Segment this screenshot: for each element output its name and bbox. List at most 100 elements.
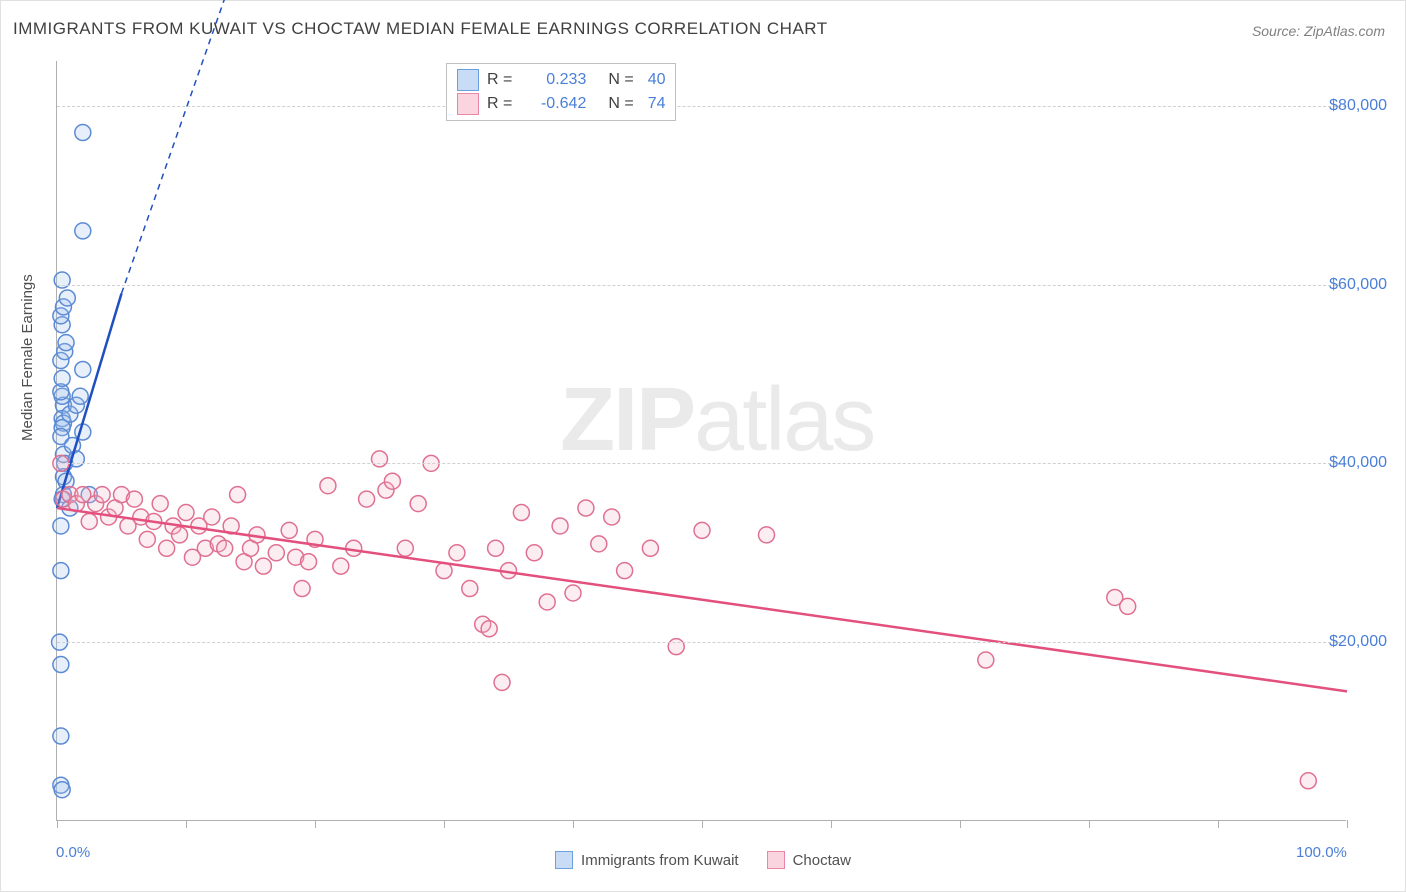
- data-point: [152, 496, 168, 512]
- data-point: [294, 581, 310, 597]
- legend-n-value: 74: [648, 95, 666, 113]
- series-legend-item: Choctaw: [767, 851, 851, 869]
- legend-swatch: [767, 851, 785, 869]
- data-point: [617, 563, 633, 579]
- x-tick: [1089, 820, 1090, 828]
- data-point: [255, 558, 271, 574]
- data-point: [81, 513, 97, 529]
- y-axis-label: Median Female Earnings: [19, 274, 36, 441]
- data-point: [53, 563, 69, 579]
- y-tick-label: $60,000: [1329, 276, 1387, 294]
- data-point: [1300, 773, 1316, 789]
- x-tick: [57, 820, 58, 828]
- series-legend-label: Choctaw: [793, 852, 851, 869]
- data-point: [449, 545, 465, 561]
- x-tick-label: 100.0%: [1296, 844, 1347, 861]
- scatter-svg: [57, 61, 1346, 820]
- data-point: [204, 509, 220, 525]
- data-point: [54, 370, 70, 386]
- data-point: [75, 125, 91, 141]
- x-tick: [444, 820, 445, 828]
- data-point: [759, 527, 775, 543]
- x-tick: [960, 820, 961, 828]
- data-point: [54, 782, 70, 798]
- gridline: [57, 285, 1346, 286]
- data-point: [54, 272, 70, 288]
- data-point: [372, 451, 388, 467]
- data-point: [75, 223, 91, 239]
- x-tick-label: 0.0%: [56, 844, 90, 861]
- x-tick: [1347, 820, 1348, 828]
- data-point: [178, 505, 194, 521]
- data-point: [488, 540, 504, 556]
- data-point: [578, 500, 594, 516]
- data-point: [513, 505, 529, 521]
- chart-container: IMMIGRANTS FROM KUWAIT VS CHOCTAW MEDIAN…: [0, 0, 1406, 892]
- x-tick: [1218, 820, 1219, 828]
- data-point: [604, 509, 620, 525]
- data-point: [526, 545, 542, 561]
- data-point: [53, 518, 69, 534]
- data-point: [333, 558, 349, 574]
- gridline: [57, 642, 1346, 643]
- legend-n-label: N =: [608, 95, 633, 113]
- data-point: [172, 527, 188, 543]
- series-legend-item: Immigrants from Kuwait: [555, 851, 739, 869]
- source-prefix: Source:: [1252, 23, 1304, 39]
- data-point: [59, 290, 75, 306]
- x-tick: [315, 820, 316, 828]
- data-point: [591, 536, 607, 552]
- data-point: [281, 522, 297, 538]
- x-tick: [702, 820, 703, 828]
- legend-r-value: 0.233: [526, 71, 586, 89]
- data-point: [58, 335, 74, 351]
- y-tick-label: $80,000: [1329, 97, 1387, 115]
- data-point: [159, 540, 175, 556]
- legend-swatch: [457, 69, 479, 91]
- data-point: [359, 491, 375, 507]
- data-point: [462, 581, 478, 597]
- source-attribution: Source: ZipAtlas.com: [1252, 23, 1385, 39]
- source-name: ZipAtlas.com: [1304, 23, 1385, 39]
- data-point: [320, 478, 336, 494]
- data-point: [384, 473, 400, 489]
- y-tick-label: $40,000: [1329, 454, 1387, 472]
- data-point: [268, 545, 284, 561]
- data-point: [53, 728, 69, 744]
- data-point: [126, 491, 142, 507]
- x-tick: [186, 820, 187, 828]
- data-point: [539, 594, 555, 610]
- x-tick: [573, 820, 574, 828]
- legend-row: R = 0.233 N = 40: [457, 68, 665, 92]
- data-point: [565, 585, 581, 601]
- chart-title: IMMIGRANTS FROM KUWAIT VS CHOCTAW MEDIAN…: [13, 19, 828, 39]
- data-point: [694, 522, 710, 538]
- plot-area: ZIPatlas: [56, 61, 1346, 821]
- regression-line-extension: [122, 0, 225, 293]
- data-point: [552, 518, 568, 534]
- legend-r-label: R =: [487, 95, 512, 113]
- data-point: [301, 554, 317, 570]
- series-legend: Immigrants from Kuwait Choctaw: [1, 851, 1405, 869]
- data-point: [139, 531, 155, 547]
- data-point: [75, 361, 91, 377]
- series-legend-label: Immigrants from Kuwait: [581, 852, 739, 869]
- data-point: [94, 487, 110, 503]
- data-point: [978, 652, 994, 668]
- legend-n-value: 40: [648, 71, 666, 89]
- x-tick: [831, 820, 832, 828]
- data-point: [481, 621, 497, 637]
- data-point: [1120, 598, 1136, 614]
- gridline: [57, 106, 1346, 107]
- legend-n-label: N =: [608, 71, 633, 89]
- legend-swatch: [555, 851, 573, 869]
- data-point: [642, 540, 658, 556]
- gridline: [57, 463, 1346, 464]
- legend-r-value: -0.642: [526, 95, 586, 113]
- data-point: [53, 657, 69, 673]
- data-point: [217, 540, 233, 556]
- data-point: [410, 496, 426, 512]
- legend-swatch: [457, 93, 479, 115]
- y-tick-label: $20,000: [1329, 633, 1387, 651]
- legend-r-label: R =: [487, 71, 512, 89]
